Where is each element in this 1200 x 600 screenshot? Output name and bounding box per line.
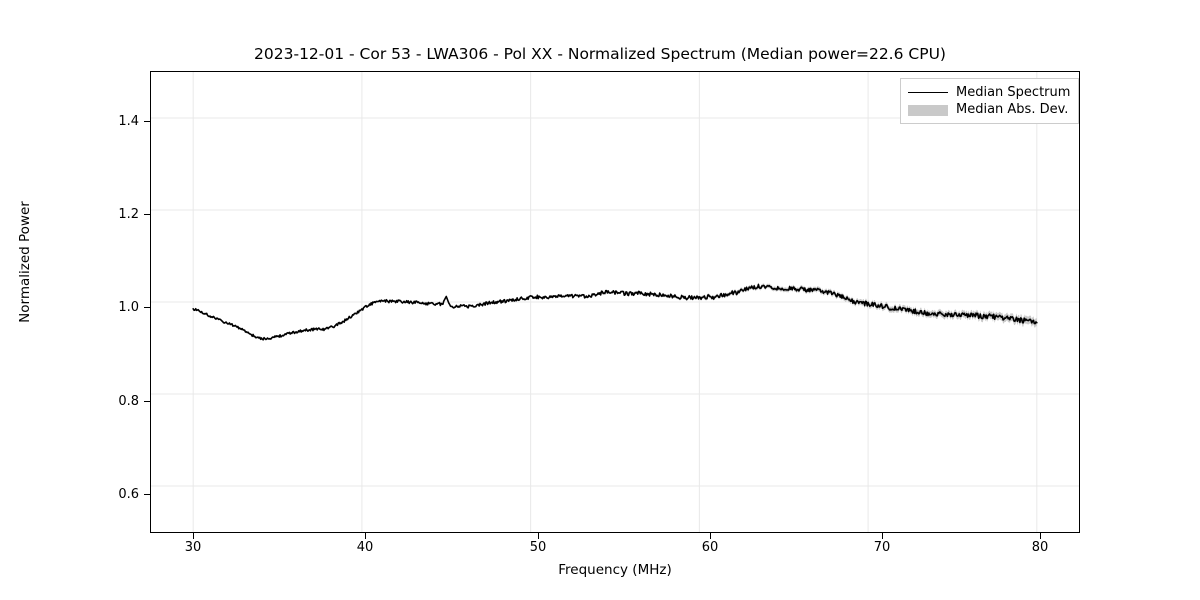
page-title: 2023-12-01 - Cor 53 - LWA306 - Pol XX - …	[254, 45, 946, 63]
legend-item-median-abs-dev: Median Abs. Dev.	[908, 101, 1070, 118]
plot-area	[150, 71, 1080, 533]
ytick-label-2: 1.0	[118, 300, 139, 315]
legend-line-icon	[908, 86, 948, 100]
legend-patch-icon	[908, 103, 948, 117]
ytick-mark-2	[144, 307, 150, 309]
xtick-label-1: 40	[356, 540, 374, 555]
legend-item-median-spectrum: Median Spectrum	[908, 84, 1070, 101]
xtick-mark-5	[1040, 533, 1042, 539]
ytick-mark-1	[144, 401, 150, 403]
xtick-mark-3	[710, 533, 712, 539]
legend-label-median-abs-dev: Median Abs. Dev.	[956, 102, 1069, 117]
gridlines	[151, 72, 1079, 532]
legend-label-median-spectrum: Median Spectrum	[956, 85, 1071, 100]
xtick-mark-4	[882, 533, 884, 539]
ytick-mark-3	[144, 214, 150, 216]
y-axis-label: Normalized Power	[17, 201, 33, 323]
xtick-label-0: 30	[184, 540, 202, 555]
ytick-label-4: 1.4	[118, 114, 139, 129]
spectrum-plot-svg	[151, 72, 1079, 532]
ytick-label-1: 0.8	[118, 394, 139, 409]
xtick-label-2: 50	[529, 540, 547, 555]
ytick-label-3: 1.2	[118, 207, 139, 222]
ytick-mark-4	[144, 121, 150, 123]
ytick-label-0: 0.6	[118, 487, 139, 502]
x-axis-label: Frequency (MHz)	[558, 562, 672, 578]
xtick-mark-0	[193, 533, 195, 539]
xtick-mark-1	[365, 533, 367, 539]
ytick-mark-0	[144, 494, 150, 496]
legend: Median Spectrum Median Abs. Dev.	[900, 78, 1080, 124]
xtick-mark-2	[538, 533, 540, 539]
median-spectrum-line	[192, 283, 1038, 341]
xtick-label-3: 60	[701, 540, 719, 555]
xtick-label-4: 70	[873, 540, 891, 555]
xtick-label-5: 80	[1031, 540, 1049, 555]
